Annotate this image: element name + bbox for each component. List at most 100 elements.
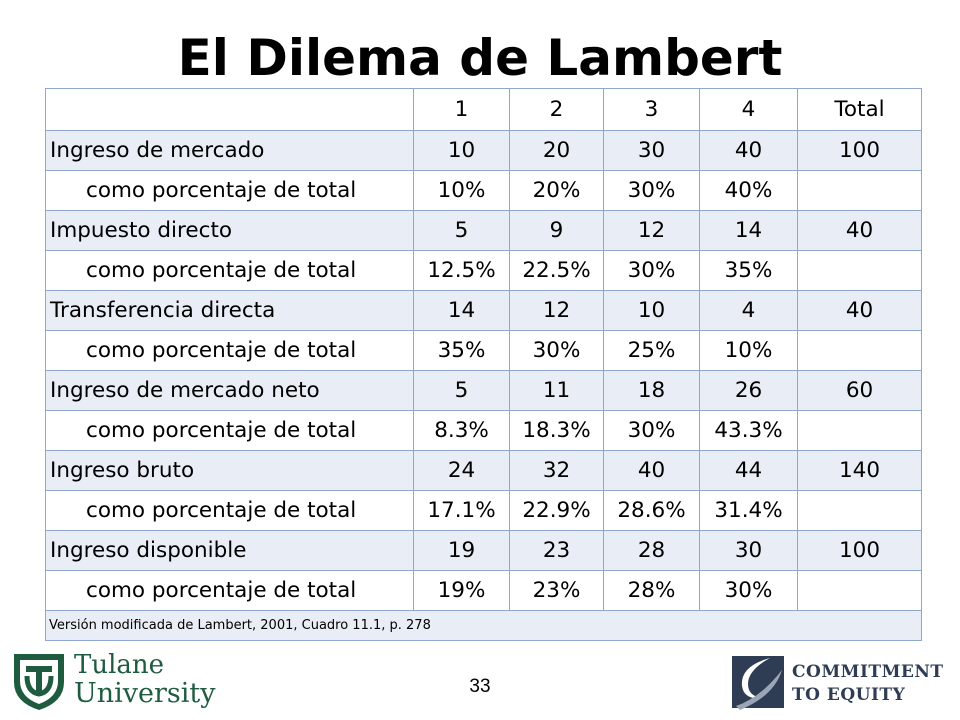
table-cell	[797, 170, 922, 211]
table-cell	[797, 570, 922, 611]
table-cell: 14	[413, 290, 510, 331]
table-cell: 18.3%	[509, 410, 604, 451]
table-cell: 22.9%	[509, 490, 604, 531]
source-note: Versión modificada de Lambert, 2001, Cua…	[45, 610, 922, 641]
tulane-name: Tulane	[74, 650, 165, 680]
table-cell: 35%	[413, 330, 510, 371]
table-cell: 12	[509, 290, 604, 331]
table-cell: 17.1%	[413, 490, 510, 531]
table-cell: 11	[509, 370, 604, 411]
row-label: Transferencia directa	[45, 290, 414, 331]
column-header: 1	[413, 88, 510, 131]
table-cell: 25%	[603, 330, 700, 371]
row-label: Impuesto directo	[45, 210, 414, 251]
commitment-to-equity-logo: COMMITMENT TO EQUITY	[730, 652, 955, 718]
table-cell: 23%	[509, 570, 604, 611]
table-row: Ingreso de mercado 10 20 30 40 100	[45, 130, 922, 171]
cte-line-2: TO EQUITY	[792, 685, 906, 705]
table-cell: 140	[797, 450, 922, 491]
table-cell: 19	[413, 530, 510, 571]
table-cell: 5	[413, 210, 510, 251]
table-cell: 40	[699, 130, 798, 171]
table-cell: 9	[509, 210, 604, 251]
table-cell: 40%	[699, 170, 798, 211]
table-cell: 60	[797, 370, 922, 411]
table-row: Transferencia directa 14 12 10 4 40	[45, 290, 922, 331]
table-row: como porcentaje de total 12.5% 22.5% 30% 35%	[45, 250, 922, 291]
table-cell: 4	[699, 290, 798, 331]
table-row: como porcentaje de total 8.3% 18.3% 30% 43.3…	[45, 410, 922, 451]
table-cell: 100	[797, 530, 922, 571]
table-cell: 24	[413, 450, 510, 491]
column-header: 3	[603, 88, 700, 131]
row-label: como porcentaje de total	[45, 330, 414, 371]
table-cell: 5	[413, 370, 510, 411]
table-cell: 28.6%	[603, 490, 700, 531]
row-label: Ingreso bruto	[45, 450, 414, 491]
table-cell: 28	[603, 530, 700, 571]
table-cell: 40	[797, 210, 922, 251]
table-cell: 12.5%	[413, 250, 510, 291]
cte-line-1: COMMITMENT	[792, 662, 944, 682]
table-cell: 30%	[603, 250, 700, 291]
table-row: como porcentaje de total 10% 20% 30% 40%	[45, 170, 922, 211]
table-cell: 40	[603, 450, 700, 491]
table-cell: 26	[699, 370, 798, 411]
column-header: Total	[797, 88, 922, 131]
table-cell	[797, 410, 922, 451]
table-cell: 14	[699, 210, 798, 251]
table-cell: 28%	[603, 570, 700, 611]
table-cell: 22.5%	[509, 250, 604, 291]
row-label: Ingreso de mercado neto	[45, 370, 414, 411]
table-cell: 30	[699, 530, 798, 571]
table-cell: 31.4%	[699, 490, 798, 531]
table-cell: 44	[699, 450, 798, 491]
table-cell: 35%	[699, 250, 798, 291]
table-row: Ingreso bruto 24 32 40 44 140	[45, 450, 922, 491]
table-cell: 10%	[413, 170, 510, 211]
header-row: 1 2 3 4 Total	[45, 88, 922, 131]
table-row: como porcentaje de total 35% 30% 25% 10%	[45, 330, 922, 371]
row-label: como porcentaje de total	[45, 170, 414, 211]
table-row: como porcentaje de total 19% 23% 28% 30%	[45, 570, 922, 611]
table-cell: 20	[509, 130, 604, 171]
row-label: Ingreso disponible	[45, 530, 414, 571]
table-cell: 8.3%	[413, 410, 510, 451]
source-note-row: Versión modificada de Lambert, 2001, Cua…	[45, 610, 922, 641]
table-cell: 30	[603, 130, 700, 171]
table-row: Ingreso disponible 19 23 28 30 100	[45, 530, 922, 571]
row-label: Ingreso de mercado	[45, 130, 414, 171]
table-cell	[797, 490, 922, 531]
table-cell: 30%	[603, 410, 700, 451]
table-row: Impuesto directo 5 9 12 14 40	[45, 210, 922, 251]
table-cell: 43.3%	[699, 410, 798, 451]
row-label: como porcentaje de total	[45, 570, 414, 611]
tulane-university: University	[74, 678, 216, 709]
row-label: como porcentaje de total	[45, 490, 414, 531]
table-cell: 20%	[509, 170, 604, 211]
page-number: 33	[469, 676, 491, 697]
table-cell: 10	[603, 290, 700, 331]
table-cell: 23	[509, 530, 604, 571]
row-label: como porcentaje de total	[45, 410, 414, 451]
table-cell: 12	[603, 210, 700, 251]
table-cell: 10%	[699, 330, 798, 371]
tulane-logo: Tulane University	[12, 650, 216, 718]
table-cell: 40	[797, 290, 922, 331]
table-cell: 100	[797, 130, 922, 171]
column-header: 4	[699, 88, 798, 131]
income-table: 1 2 3 4 Total Ingreso de mercado 10 20 30 40…	[45, 88, 922, 641]
table-row: como porcentaje de total 17.1% 22.9% 28.6% 3…	[45, 490, 922, 531]
table-cell	[797, 250, 922, 291]
table-cell	[797, 330, 922, 371]
column-header: 2	[509, 88, 604, 131]
cte-swoosh-icon	[732, 656, 784, 710]
table-cell: 19%	[413, 570, 510, 611]
table-cell: 30%	[603, 170, 700, 211]
table-cell: 32	[509, 450, 604, 491]
table-cell: 30%	[509, 330, 604, 371]
row-label: como porcentaje de total	[45, 250, 414, 291]
table-cell: 10	[413, 130, 510, 171]
header-corner-cell	[45, 88, 414, 131]
table-row: Ingreso de mercado neto 5 11 18 26 60	[45, 370, 922, 411]
